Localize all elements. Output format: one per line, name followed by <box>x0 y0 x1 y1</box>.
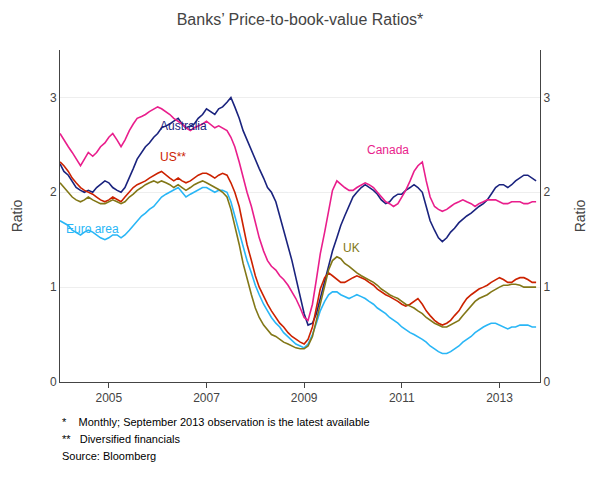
svg-text:UK: UK <box>343 241 360 255</box>
svg-text:Canada: Canada <box>367 143 409 157</box>
svg-text:Banks’ Price-to-book-value Rat: Banks’ Price-to-book-value Ratios* <box>177 11 424 28</box>
svg-text:2009: 2009 <box>291 391 318 405</box>
svg-text:* Monthly; September 2013 o: * Monthly; September 2013 observation is… <box>62 416 370 428</box>
svg-text:3: 3 <box>543 91 550 105</box>
svg-text:2011: 2011 <box>389 391 415 405</box>
svg-text:0: 0 <box>50 375 57 389</box>
svg-text:Ratio: Ratio <box>9 199 25 232</box>
svg-text:Ratio: Ratio <box>572 199 588 232</box>
svg-text:2: 2 <box>543 185 550 199</box>
svg-text:Australia: Australia <box>160 119 207 133</box>
svg-text:** Diversified financials: ** Diversified financials <box>62 433 180 445</box>
svg-text:Euro area: Euro area <box>66 222 119 236</box>
svg-text:0: 0 <box>543 375 550 389</box>
svg-text:2007: 2007 <box>193 391 220 405</box>
svg-text:3: 3 <box>50 91 57 105</box>
svg-text:2013: 2013 <box>486 391 513 405</box>
svg-text:US**: US** <box>160 150 186 164</box>
svg-text:1: 1 <box>543 280 550 294</box>
svg-text:1: 1 <box>50 280 57 294</box>
svg-text:2: 2 <box>50 185 57 199</box>
svg-text:2005: 2005 <box>95 391 122 405</box>
svg-text:Source: Bloomberg: Source: Bloomberg <box>62 450 156 462</box>
